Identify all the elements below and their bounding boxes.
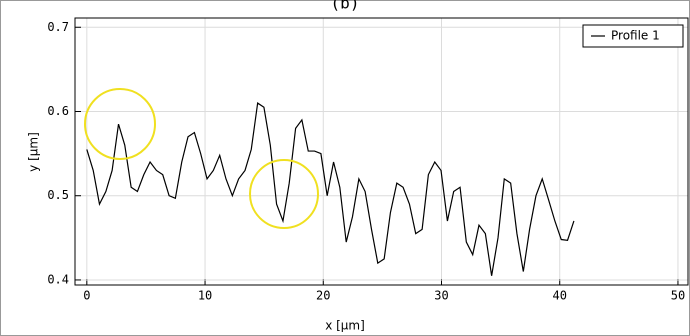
highlight-circle [84,88,156,160]
y-axis-label: y [µm] [27,132,41,172]
highlight-circle [249,159,319,229]
x-tick-label: 40 [552,289,566,303]
y-tick-label: 0.5 [47,188,69,202]
y-tick-label: 0.6 [47,104,69,118]
plot [86,102,575,276]
legend-label: Profile 1 [611,29,660,43]
y-tick-label: 0.4 [47,272,69,286]
plot-border [74,17,689,286]
legend: Profile 1 [582,24,684,48]
x-tick-label: 10 [198,289,212,303]
line [86,102,575,276]
grid: 0 10 20 30 40 50 0.4 0.5 0.6 0.7 [47,18,688,303]
y-tick-label: 0.7 [47,20,69,34]
x-tick-label: 30 [434,289,448,303]
legend-box [582,24,684,48]
x-tick-label: 0 [83,289,90,303]
chart-title: (b) [331,0,360,13]
x-axis-label: x [µm] [325,319,365,333]
x-tick-label: 50 [671,289,685,303]
x-tick-label: 20 [316,289,330,303]
